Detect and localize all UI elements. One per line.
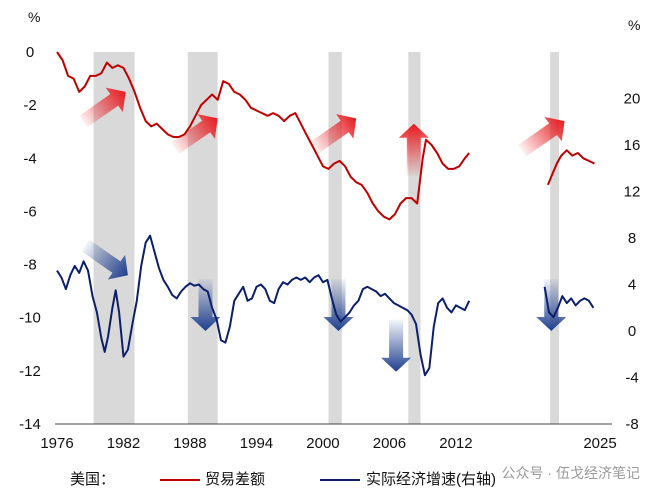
- watermark-text: 公众号 · 伍戈经济笔记: [501, 465, 640, 481]
- x-tick-label: 1976: [40, 435, 73, 452]
- legend-trade-balance-label: 贸易差额: [205, 471, 266, 488]
- legend-gdp-growth-swatch: [320, 479, 360, 481]
- chart: % % 0 -2 -4 -6 -8 -10 -12 -14 20 16 12 8 4 0 -4 -8 197…: [19, 9, 641, 452]
- x-tick-label: 2006: [373, 435, 406, 452]
- right-unit-label: %: [628, 17, 640, 33]
- trade-balance-line-0: [56, 51, 470, 221]
- legend-gdp-growth-label: 实际经济增速(右轴): [366, 471, 496, 488]
- gdp-growth-line-0: [56, 234, 471, 377]
- red-trend-arrow-1: [171, 114, 218, 154]
- recession-shading: [93, 52, 559, 424]
- right-tick-label: 4: [628, 277, 636, 294]
- recession-band-2: [328, 52, 342, 424]
- left-tick-label: -2: [23, 97, 36, 114]
- trade-balance-line-1: [546, 149, 595, 186]
- left-tick-label: 0: [26, 44, 34, 61]
- x-axis-ticks: 1976 1982 1988 1994 2000 2006 2012 2025: [40, 435, 616, 452]
- blue-trend-arrow-6: [190, 279, 221, 331]
- arrow-shape-3: [398, 123, 429, 176]
- arrow-shape-7: [323, 279, 354, 331]
- left-unit-label: %: [28, 9, 40, 25]
- legend: 美国： 贸易差额 实际经济增速(右轴): [0, 460, 660, 494]
- arrow-shape-8: [381, 319, 412, 372]
- right-tick-label: 12: [624, 184, 641, 201]
- trend-arrows: [79, 87, 567, 372]
- arrow-shape-1: [171, 114, 218, 154]
- left-axis-ticks: 0 -2 -4 -6 -8 -10 -12 -14: [19, 44, 41, 433]
- arrow-shape-5: [81, 239, 128, 280]
- legend-trade-balance-swatch: [160, 479, 200, 481]
- gdp-growth-line-1: [543, 286, 595, 319]
- red-trend-arrow-0: [79, 87, 126, 128]
- blue-trend-arrow-8: [381, 319, 412, 372]
- right-tick-label: -8: [625, 416, 638, 433]
- blue-trend-arrow-5: [81, 239, 128, 280]
- blue-trend-arrow-7: [323, 279, 354, 331]
- left-tick-label: -12: [19, 363, 41, 380]
- left-tick-label: -6: [23, 203, 36, 220]
- red-trend-arrow-2: [309, 114, 357, 154]
- blue-trend-arrow-9: [536, 279, 567, 331]
- right-tick-label: 0: [628, 323, 636, 340]
- right-tick-label: 8: [628, 230, 636, 247]
- red-trend-arrow-3: [398, 123, 429, 176]
- x-tick-label: 2025: [583, 435, 616, 452]
- right-tick-label: 16: [624, 137, 641, 154]
- x-tick-label: 1982: [107, 435, 140, 452]
- legend-country-label: 美国：: [70, 471, 116, 488]
- left-tick-label: -10: [19, 310, 41, 327]
- x-tick-label: 1988: [173, 435, 206, 452]
- red-trend-arrow-4: [517, 116, 565, 157]
- left-tick-label: -4: [23, 150, 36, 167]
- left-tick-label: -14: [19, 416, 41, 433]
- x-tick-label: 1994: [240, 435, 273, 452]
- right-tick-label: 20: [624, 91, 641, 108]
- arrow-shape-2: [309, 114, 357, 154]
- x-tick-label: 2012: [439, 435, 472, 452]
- arrow-shape-9: [536, 279, 567, 331]
- x-tick-label: 2000: [306, 435, 339, 452]
- recession-band-1: [187, 52, 218, 424]
- recession-band-4: [550, 52, 559, 424]
- arrow-shape-6: [190, 279, 221, 331]
- arrow-shape-4: [517, 116, 565, 157]
- recession-band-3: [408, 52, 421, 424]
- right-tick-label: -4: [625, 370, 638, 387]
- arrow-shape-0: [79, 87, 126, 128]
- left-tick-label: -8: [23, 257, 36, 274]
- right-axis-ticks: 20 16 12 8 4 0 -4 -8: [624, 91, 641, 434]
- series-lines: [56, 51, 595, 377]
